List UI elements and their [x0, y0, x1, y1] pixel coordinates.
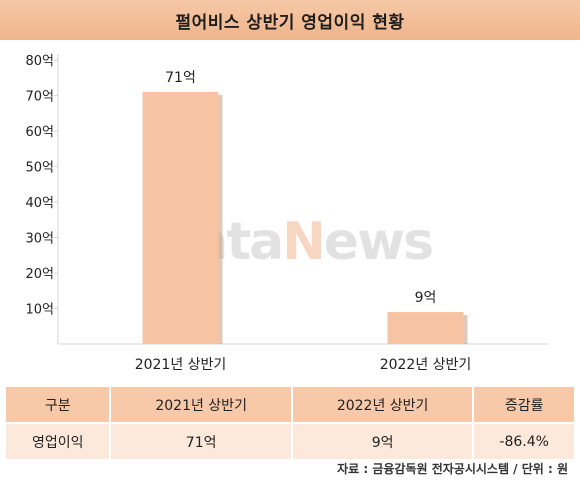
y-tick-label: 20억 [25, 267, 54, 282]
table-header-cell: 2022년 상반기 [290, 385, 475, 424]
x-tick-label: 2021년 상반기 [135, 357, 227, 373]
bar-chart: 10억 20억 30억 40억 50억 60억 70억 80억 71억 2021년 상반기 9억 20… [25, 54, 548, 373]
table-cell: -86.4% [472, 422, 576, 461]
table-cell: 영업이익 [3, 422, 112, 461]
y-tick-label: 80억 [25, 54, 54, 69]
y-tick-label: 60억 [25, 125, 54, 140]
y-tick-label: 70억 [25, 90, 54, 105]
source-note: 자료 : 금융감독원 전자공시시스템 / 단위 : 원 [337, 462, 568, 476]
x-tick-label: 2022년 상반기 [380, 357, 472, 373]
y-tick-label: 50억 [25, 161, 54, 176]
chart-title: 펄어비스 상반기 영업이익 현황 [175, 12, 405, 33]
y-tick-label: 30억 [25, 232, 54, 247]
bar [387, 312, 464, 344]
table-cell: 9억 [290, 422, 475, 461]
data-label: 71억 [165, 70, 196, 86]
chart-area: dataNews 10억20억30억40억50억60억70억80억71억2021… [0, 40, 580, 380]
table-header-row: 구분 2021년 상반기 2022년 상반기 증감률 [3, 385, 576, 424]
summary-table: 구분 2021년 상반기 2022년 상반기 증감률 영업이익 71억 9억 -… [3, 385, 576, 461]
bar [142, 91, 219, 344]
title-bar: 펄어비스 상반기 영업이익 현황 [0, 0, 580, 40]
table-row: 영업이익 71억 9억 -86.4% [3, 422, 576, 461]
data-label: 9억 [415, 290, 437, 306]
y-tick-label: 40억 [25, 196, 54, 211]
table-header-cell: 증감률 [472, 385, 576, 424]
table-header-cell: 2021년 상반기 [109, 385, 293, 424]
table-cell: 71억 [109, 422, 293, 461]
table-header-cell: 구분 [3, 385, 112, 424]
y-tick-label: 10억 [25, 303, 54, 318]
